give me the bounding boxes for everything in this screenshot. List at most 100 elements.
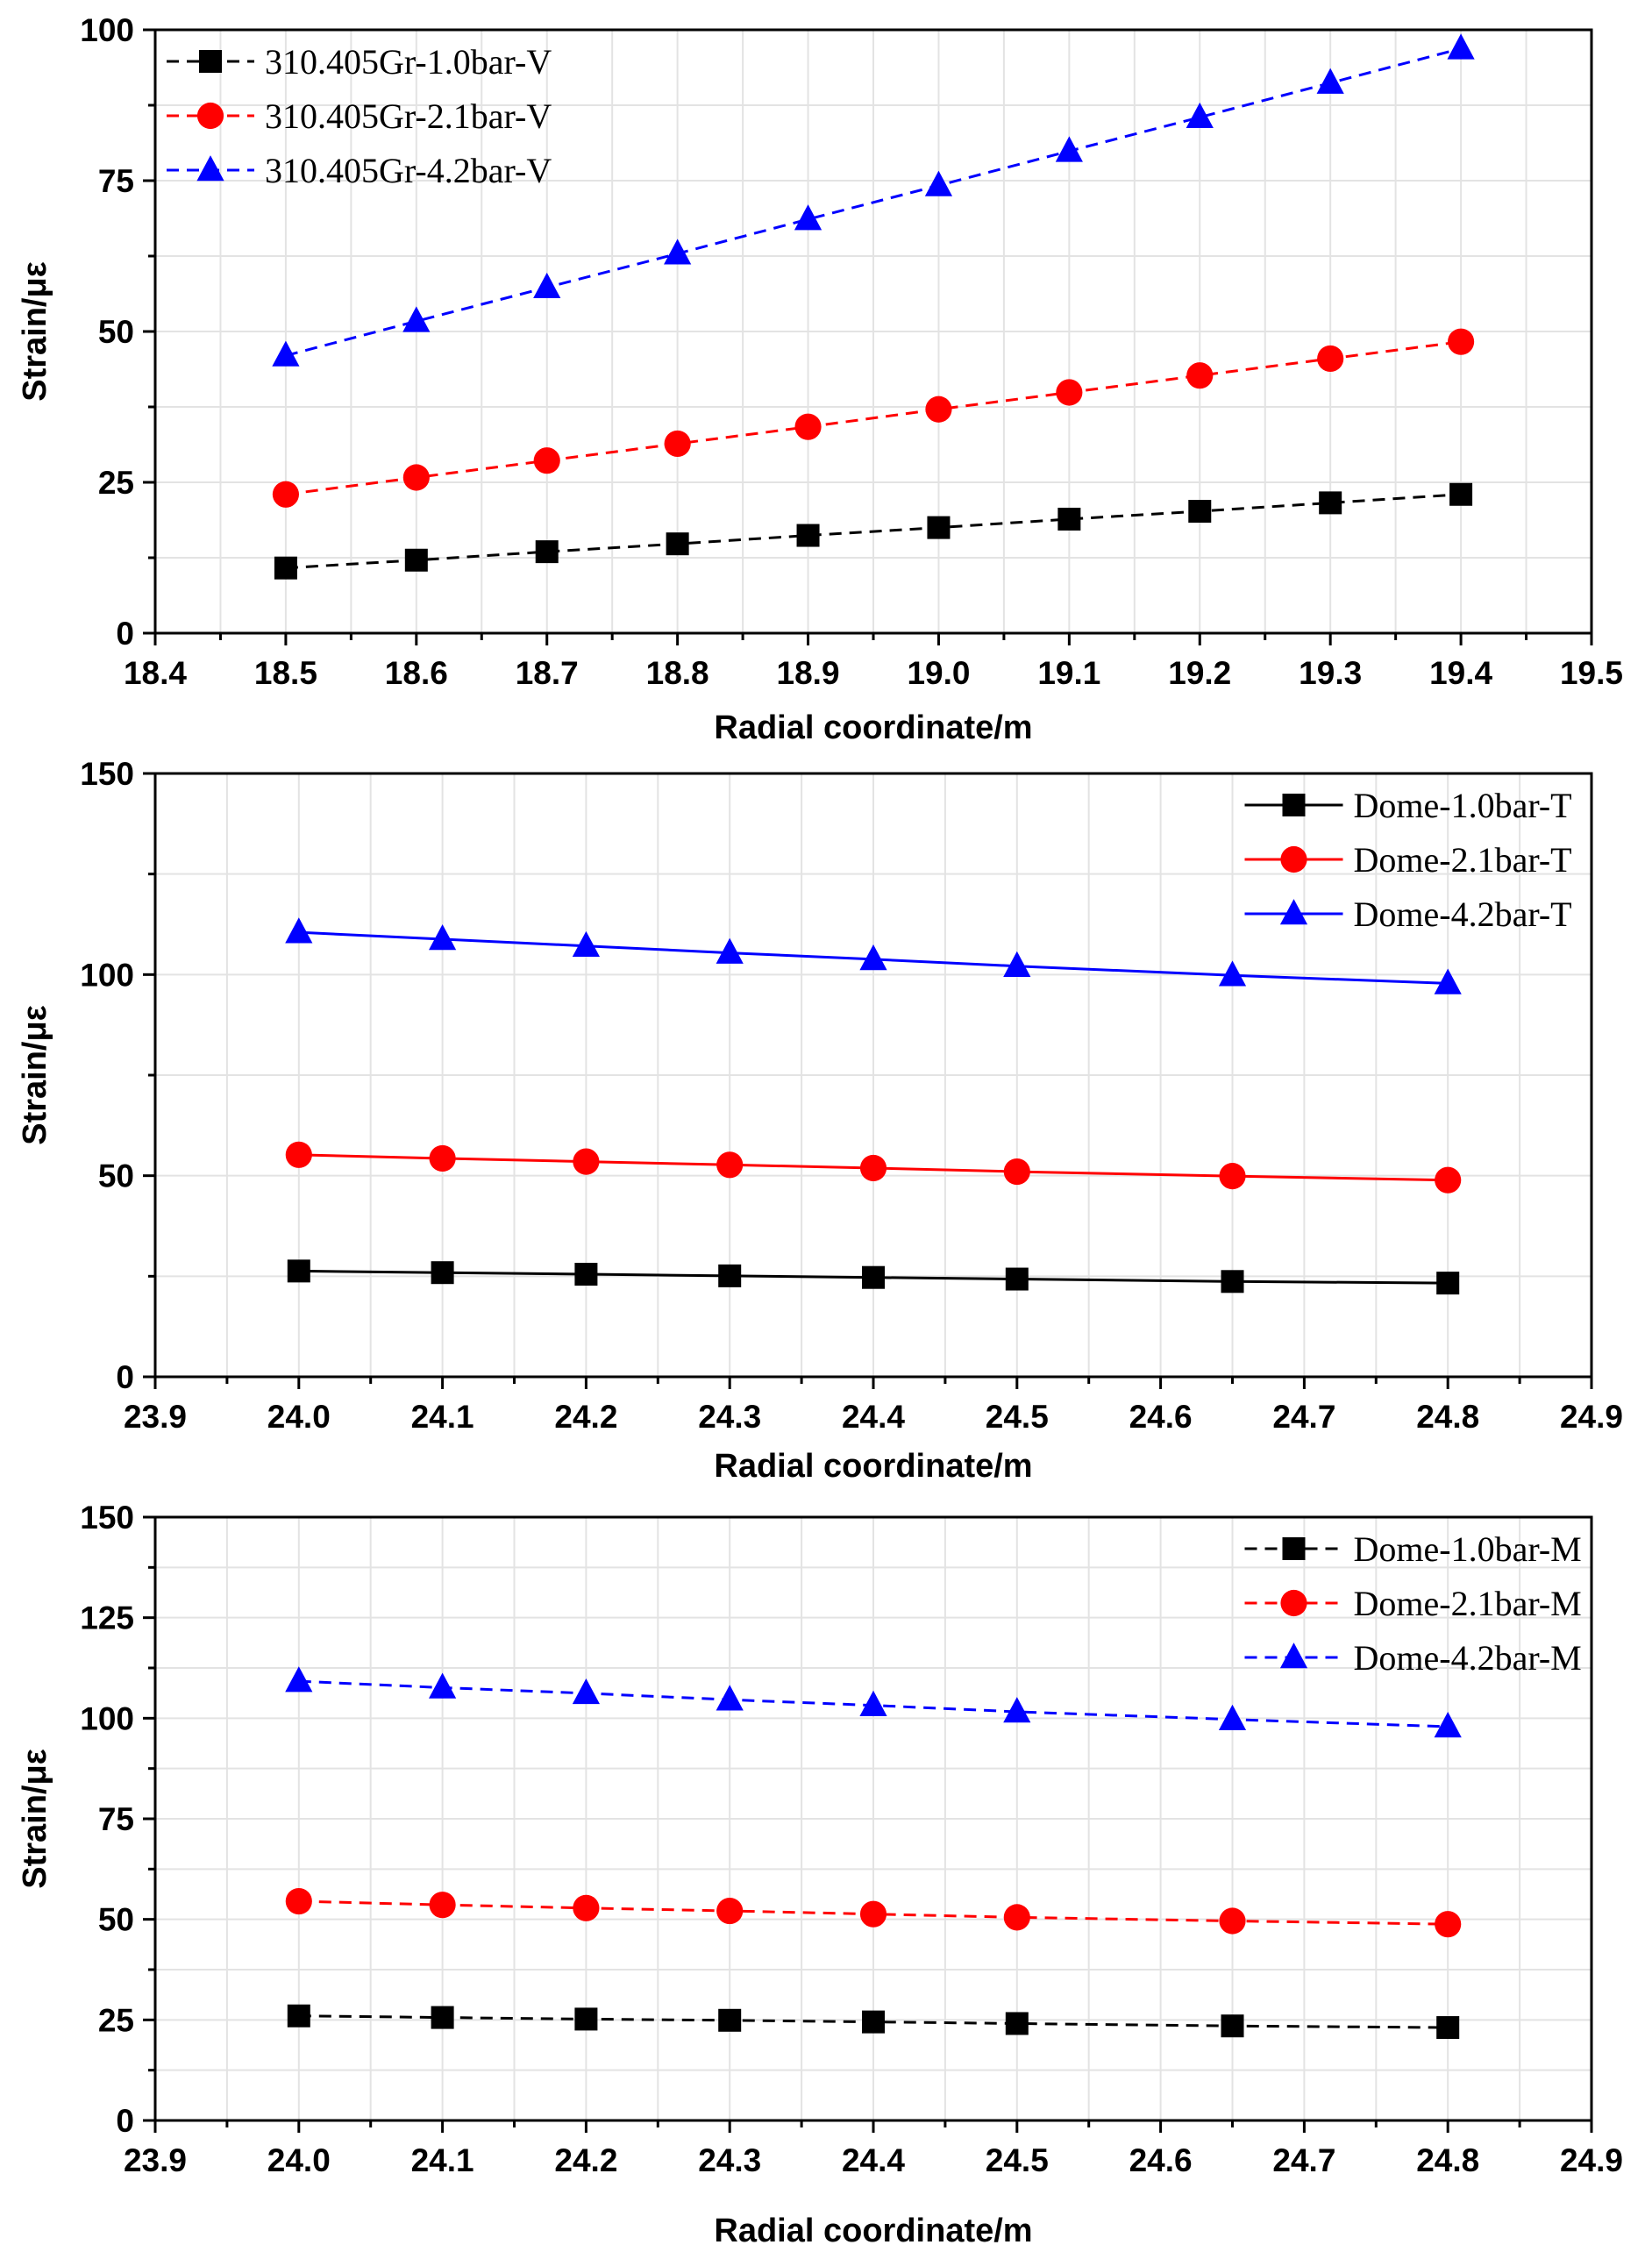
y-tick-label: 100 — [80, 1700, 134, 1736]
series-line — [285, 340, 1462, 496]
y-axis: 0 25 50 75 100 — [80, 12, 155, 652]
data-point — [285, 1666, 313, 1693]
series-Dome-1.0bar-T — [287, 1259, 1460, 1295]
data-point — [664, 239, 692, 265]
x-tick-label: 18.7 — [516, 655, 579, 691]
data-point — [859, 1154, 887, 1182]
y-tick-label: 50 — [98, 1158, 134, 1194]
series-310.405Gr-1.0bar-V — [274, 482, 1473, 580]
legend-label: Dome-1.0bar-T — [1354, 786, 1572, 825]
data-point — [1218, 1704, 1247, 1730]
x-tick-label: 24.9 — [1560, 2142, 1623, 2178]
data-point — [1188, 500, 1212, 524]
x-tick-label: 24.5 — [986, 1399, 1049, 1435]
data-point — [1435, 1911, 1462, 1938]
data-point — [859, 1900, 887, 1928]
x-tick-label: 24.8 — [1416, 2142, 1479, 2178]
data-point — [1055, 136, 1083, 162]
x-tick-label: 19.3 — [1299, 655, 1362, 691]
series-310.405Gr-4.2bar-V — [272, 33, 1475, 367]
data-point — [1436, 1272, 1460, 1295]
legend-marker — [1280, 1589, 1307, 1617]
legend-entry: Dome-2.1bar-T — [1244, 840, 1572, 880]
y-tick-label: 125 — [80, 1600, 134, 1636]
legend-marker — [1282, 1537, 1306, 1560]
legend-label: Dome-4.2bar-M — [1354, 1638, 1582, 1678]
legend: 310.405Gr-1.0bar-V 310.405Gr-2.1bar-V 310.… — [167, 42, 552, 190]
legend-entry: 310.405Gr-4.2bar-V — [167, 151, 552, 190]
data-point — [274, 556, 297, 580]
series-line — [298, 2014, 1449, 2029]
y-axis-title: Strain/με — [17, 261, 53, 402]
x-axis: 23.9 24.0 24.1 24.2 24.3 24.4 24.5 24.6 24.7 24.8… — [124, 2120, 1623, 2178]
x-tick-label: 19.1 — [1037, 655, 1100, 691]
series-line — [298, 1153, 1449, 1182]
legend-label: Dome-2.1bar-M — [1354, 1584, 1582, 1623]
data-point — [716, 1151, 744, 1179]
data-point — [572, 1678, 600, 1705]
legend-marker — [196, 102, 224, 130]
x-axis: 18.4 18.5 18.6 18.7 18.8 18.9 19.0 19.1 19.2 19.3… — [124, 633, 1623, 691]
data-point — [574, 2007, 598, 2031]
data-point — [1219, 1907, 1246, 1935]
data-point — [1005, 1267, 1029, 1291]
data-point — [285, 917, 313, 944]
data-point — [716, 1897, 744, 1925]
series-line — [285, 493, 1462, 570]
x-tick-label: 24.5 — [986, 2142, 1049, 2178]
x-axis-title: Radial coordinate/m — [714, 2213, 1032, 2249]
y-tick-label: 100 — [80, 12, 134, 48]
data-point — [404, 548, 428, 572]
x-tick-label: 24.4 — [842, 2142, 905, 2178]
x-tick-label: 24.8 — [1416, 1399, 1479, 1435]
data-point — [573, 1894, 600, 1921]
data-point — [664, 430, 691, 458]
x-tick-label: 24.2 — [554, 1399, 617, 1435]
data-point — [431, 1261, 454, 1285]
legend-marker — [1282, 794, 1306, 816]
data-point — [862, 2010, 885, 2034]
data-point — [1218, 960, 1247, 987]
x-tick-label: 24.6 — [1129, 1399, 1193, 1435]
series-Dome-1.0bar-M — [287, 2004, 1460, 2040]
legend: Dome-1.0bar-T Dome-2.1bar-T Dome-4.2bar-T — [1244, 786, 1572, 934]
x-tick-label: 24.3 — [698, 2142, 761, 2178]
data-point — [429, 1672, 457, 1699]
data-point — [1057, 507, 1081, 531]
data-point — [1005, 2012, 1029, 2035]
chart-panel-vertical-strain: 18.4 18.5 18.6 18.7 18.8 18.9 19.0 19.1 19.2 19.3… — [0, 0, 1652, 744]
series-line — [298, 1679, 1449, 1728]
x-tick-label: 18.5 — [254, 655, 317, 691]
x-tick-label: 24.3 — [698, 1399, 761, 1435]
data-point — [1221, 2014, 1244, 2038]
x-tick-label: 19.4 — [1429, 655, 1492, 691]
series-Dome-2.1bar-T — [285, 1141, 1462, 1194]
x-tick-label: 18.9 — [777, 655, 840, 691]
data-point — [1316, 68, 1344, 94]
legend-label: 310.405Gr-1.0bar-V — [265, 42, 552, 82]
y-tick-label: 50 — [98, 1902, 134, 1938]
legend-marker — [199, 50, 222, 73]
data-point — [285, 1887, 312, 1915]
legend-marker — [1279, 899, 1308, 925]
data-point — [533, 272, 561, 299]
data-point — [1003, 1158, 1030, 1186]
legend-marker — [1280, 845, 1307, 873]
legend-entry: Dome-4.2bar-T — [1244, 894, 1572, 934]
legend-label: Dome-1.0bar-M — [1354, 1529, 1582, 1569]
data-point — [1056, 379, 1083, 406]
y-axis: 0 50 100 150 — [80, 756, 155, 1395]
data-point — [402, 464, 430, 491]
y-tick-label: 150 — [80, 1500, 134, 1536]
data-point — [1219, 1163, 1246, 1190]
legend-marker — [196, 155, 224, 182]
y-axis: 0 25 50 75 100 125 150 — [80, 1500, 155, 2139]
y-tick-label: 25 — [98, 465, 134, 501]
series-line — [285, 46, 1462, 357]
data-point — [1186, 362, 1214, 389]
y-tick-label: 75 — [98, 1801, 134, 1837]
data-point — [1435, 1166, 1462, 1194]
data-point — [796, 524, 820, 547]
data-point — [402, 306, 431, 332]
x-tick-label: 18.8 — [646, 655, 709, 691]
